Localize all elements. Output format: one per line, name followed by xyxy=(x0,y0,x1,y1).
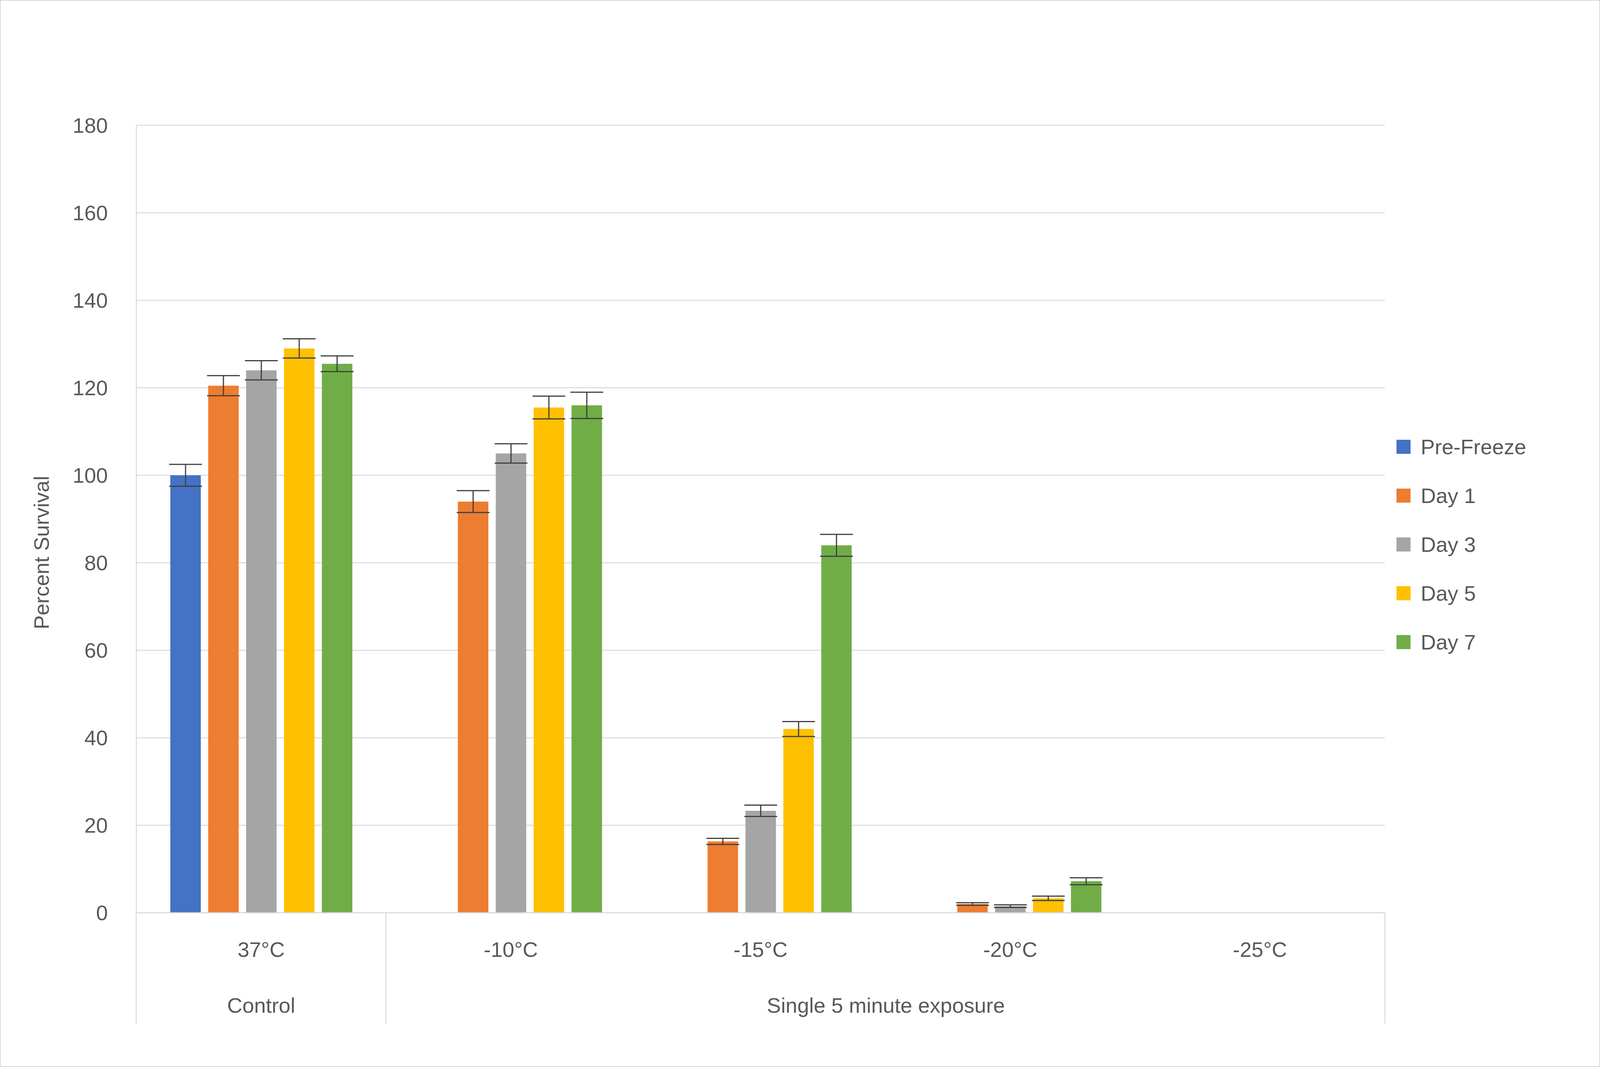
svg-text:-10°C: -10°C xyxy=(483,937,538,962)
svg-text:Single 5 minute exposure: Single 5 minute exposure xyxy=(766,993,1005,1018)
svg-text:140: 140 xyxy=(72,288,108,313)
svg-text:120: 120 xyxy=(72,376,108,400)
svg-text:60: 60 xyxy=(84,638,108,663)
svg-text:Control: Control xyxy=(227,993,296,1018)
html-text:Pre-Freeze: Pre-Freeze xyxy=(1420,434,1527,459)
svg-text:20: 20 xyxy=(84,813,108,838)
html-text:Day 5: Day 5 xyxy=(1420,581,1476,605)
svg-text:180: 180 xyxy=(72,113,108,138)
svg-text:37°C: 37°C xyxy=(237,937,285,962)
svg-text:-15°C: -15°C xyxy=(733,937,788,962)
svg-text:0: 0 xyxy=(96,901,108,925)
svg-text:Percent Survival: Percent Survival xyxy=(29,475,54,630)
svg-text:-20°C: -20°C xyxy=(983,937,1038,962)
svg-text:-25°C: -25°C xyxy=(1232,937,1288,962)
svg-text:160: 160 xyxy=(72,201,108,225)
svg-text:80: 80 xyxy=(84,551,108,575)
html-text:Day 3: Day 3 xyxy=(1420,532,1476,557)
html-text:Day 1: Day 1 xyxy=(1420,483,1476,508)
svg-text:100: 100 xyxy=(72,463,108,488)
svg-text:40: 40 xyxy=(84,726,108,750)
html-text:Day 7: Day 7 xyxy=(1420,630,1476,654)
